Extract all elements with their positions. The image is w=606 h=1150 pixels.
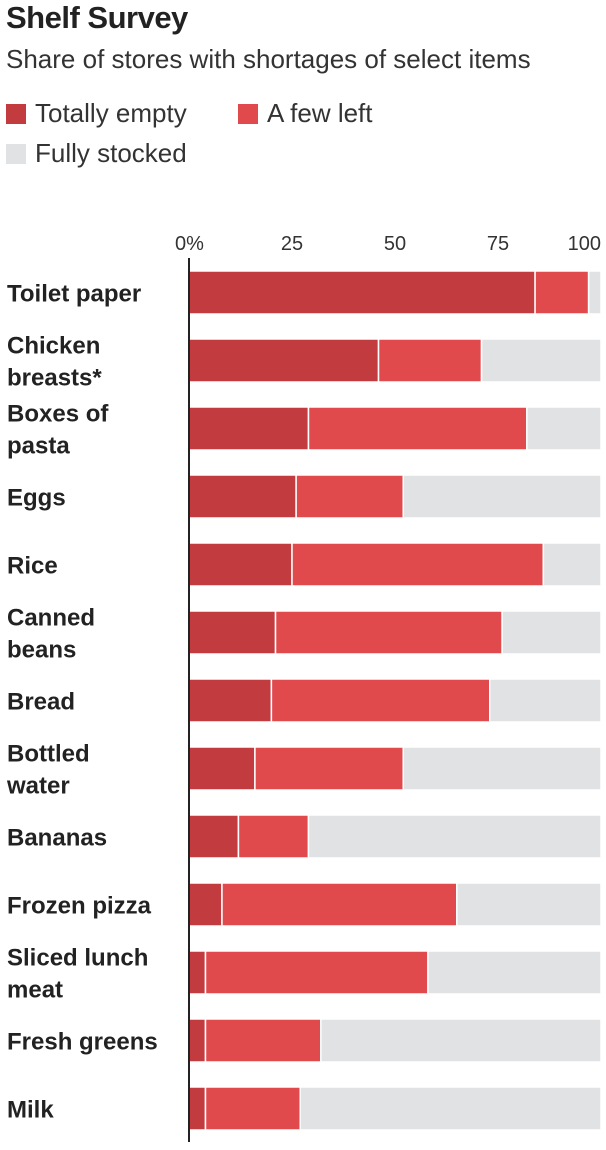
x-tick-label: 100 [568,233,601,255]
legend-label-totally-empty: Totally empty [35,98,187,128]
bar-segment-fully-stocked [480,338,602,383]
bar-segment-totally-empty [188,746,256,791]
x-tick-label: 25 [281,233,303,255]
bar-segment-a-few-left [307,406,528,451]
bar-segment-totally-empty [188,882,223,927]
bar-segment-fully-stocked [542,542,602,587]
category-label-line: Eggs [7,485,66,512]
category-label-line: meat [7,977,63,1004]
chart-subtitle: Share of stores with shortages of select… [6,44,531,74]
bar-segment-a-few-left [254,746,404,791]
bar-segment-fully-stocked [501,610,602,655]
bar-segment-a-few-left [221,882,458,927]
category-label: Canned beans [7,605,95,664]
bar-segment-totally-empty [188,542,293,587]
bar-segment-totally-empty [188,610,277,655]
category-label-line: pasta [7,433,70,460]
category-label-line: Sliced lunch [7,945,148,972]
category-label: Bread [7,689,75,716]
category-label-line: Bananas [7,825,107,852]
category-label-line: Fresh greens [7,1029,158,1056]
legend-item-fully-stocked: Fully stocked [6,138,187,169]
category-label-line: Bottled [7,741,90,768]
bar-segment-fully-stocked [402,746,602,791]
bar-segment-totally-empty [188,474,297,519]
legend-swatch-totally-empty [6,103,26,124]
bar-segment-a-few-left [534,270,590,315]
category-label: Eggs [7,485,66,512]
legend-item-totally-empty: Totally empty [6,98,187,129]
category-label: Rice [7,553,58,580]
bar-segment-totally-empty [188,814,240,859]
bar-segment-fully-stocked [489,678,602,723]
category-label: Toilet paper [7,281,141,308]
category-label-line: water [6,773,70,800]
category-label-line: breasts* [7,365,102,392]
category-label-line: Frozen pizza [7,893,152,920]
bar-segment-totally-empty [188,1018,207,1063]
legend-label-a-few-left: A few left [267,98,373,128]
bar-segment-fully-stocked [526,406,602,451]
bar-segment-a-few-left [291,542,545,587]
legend-swatch-a-few-left [238,103,258,124]
x-tick-label: 75 [487,233,509,255]
chart-title: Shelf Survey [6,0,188,35]
x-tick-label: 0% [175,233,204,255]
category-label-line: Bread [7,689,75,716]
bar-segment-a-few-left [204,1018,322,1063]
bar-segment-fully-stocked [307,814,602,859]
category-label-line: beans [7,637,76,664]
bar-segment-totally-empty [188,678,273,723]
bar-segment-fully-stocked [587,270,602,315]
bar-segment-a-few-left [274,610,503,655]
category-label: Milk [7,1097,54,1124]
category-label: Sliced lunch meat [7,945,148,1004]
bar-segment-totally-empty [188,406,310,451]
legend-item-a-few-left: A few left [238,98,373,129]
category-label: Frozen pizza [7,893,152,920]
bar-segment-a-few-left [204,950,429,995]
category-label-line: Chicken [7,333,100,360]
category-label: Fresh greens [7,1029,158,1056]
category-label-line: Toilet paper [7,281,141,308]
legend-swatch-fully-stocked [6,143,26,164]
category-label: Boxes of pasta [7,401,109,460]
bar-segment-totally-empty [188,338,380,383]
bar-segment-a-few-left [377,338,483,383]
bar-segment-fully-stocked [427,950,602,995]
bar-segment-totally-empty [188,270,536,315]
bar-segment-totally-empty [188,1086,207,1131]
category-label-line: Canned [7,605,95,632]
bar-segment-a-few-left [270,678,491,723]
category-label-line: Milk [7,1097,54,1124]
category-label: Bottled water [6,741,90,800]
legend-label-fully-stocked: Fully stocked [35,138,187,168]
bar-segment-a-few-left [295,474,404,519]
category-label: Chicken breasts* [7,333,102,392]
bar-segment-totally-empty [188,950,207,995]
bar-segment-fully-stocked [456,882,602,927]
bar-segment-fully-stocked [320,1018,602,1063]
bar-segment-fully-stocked [299,1086,602,1131]
category-label-line: Rice [7,553,58,580]
x-tick-label: 50 [384,233,406,255]
bar-segment-a-few-left [204,1086,301,1131]
category-label: Bananas [7,825,107,852]
bar-segment-a-few-left [237,814,310,859]
bar-segment-fully-stocked [402,474,602,519]
category-label-line: Boxes of [7,401,109,428]
